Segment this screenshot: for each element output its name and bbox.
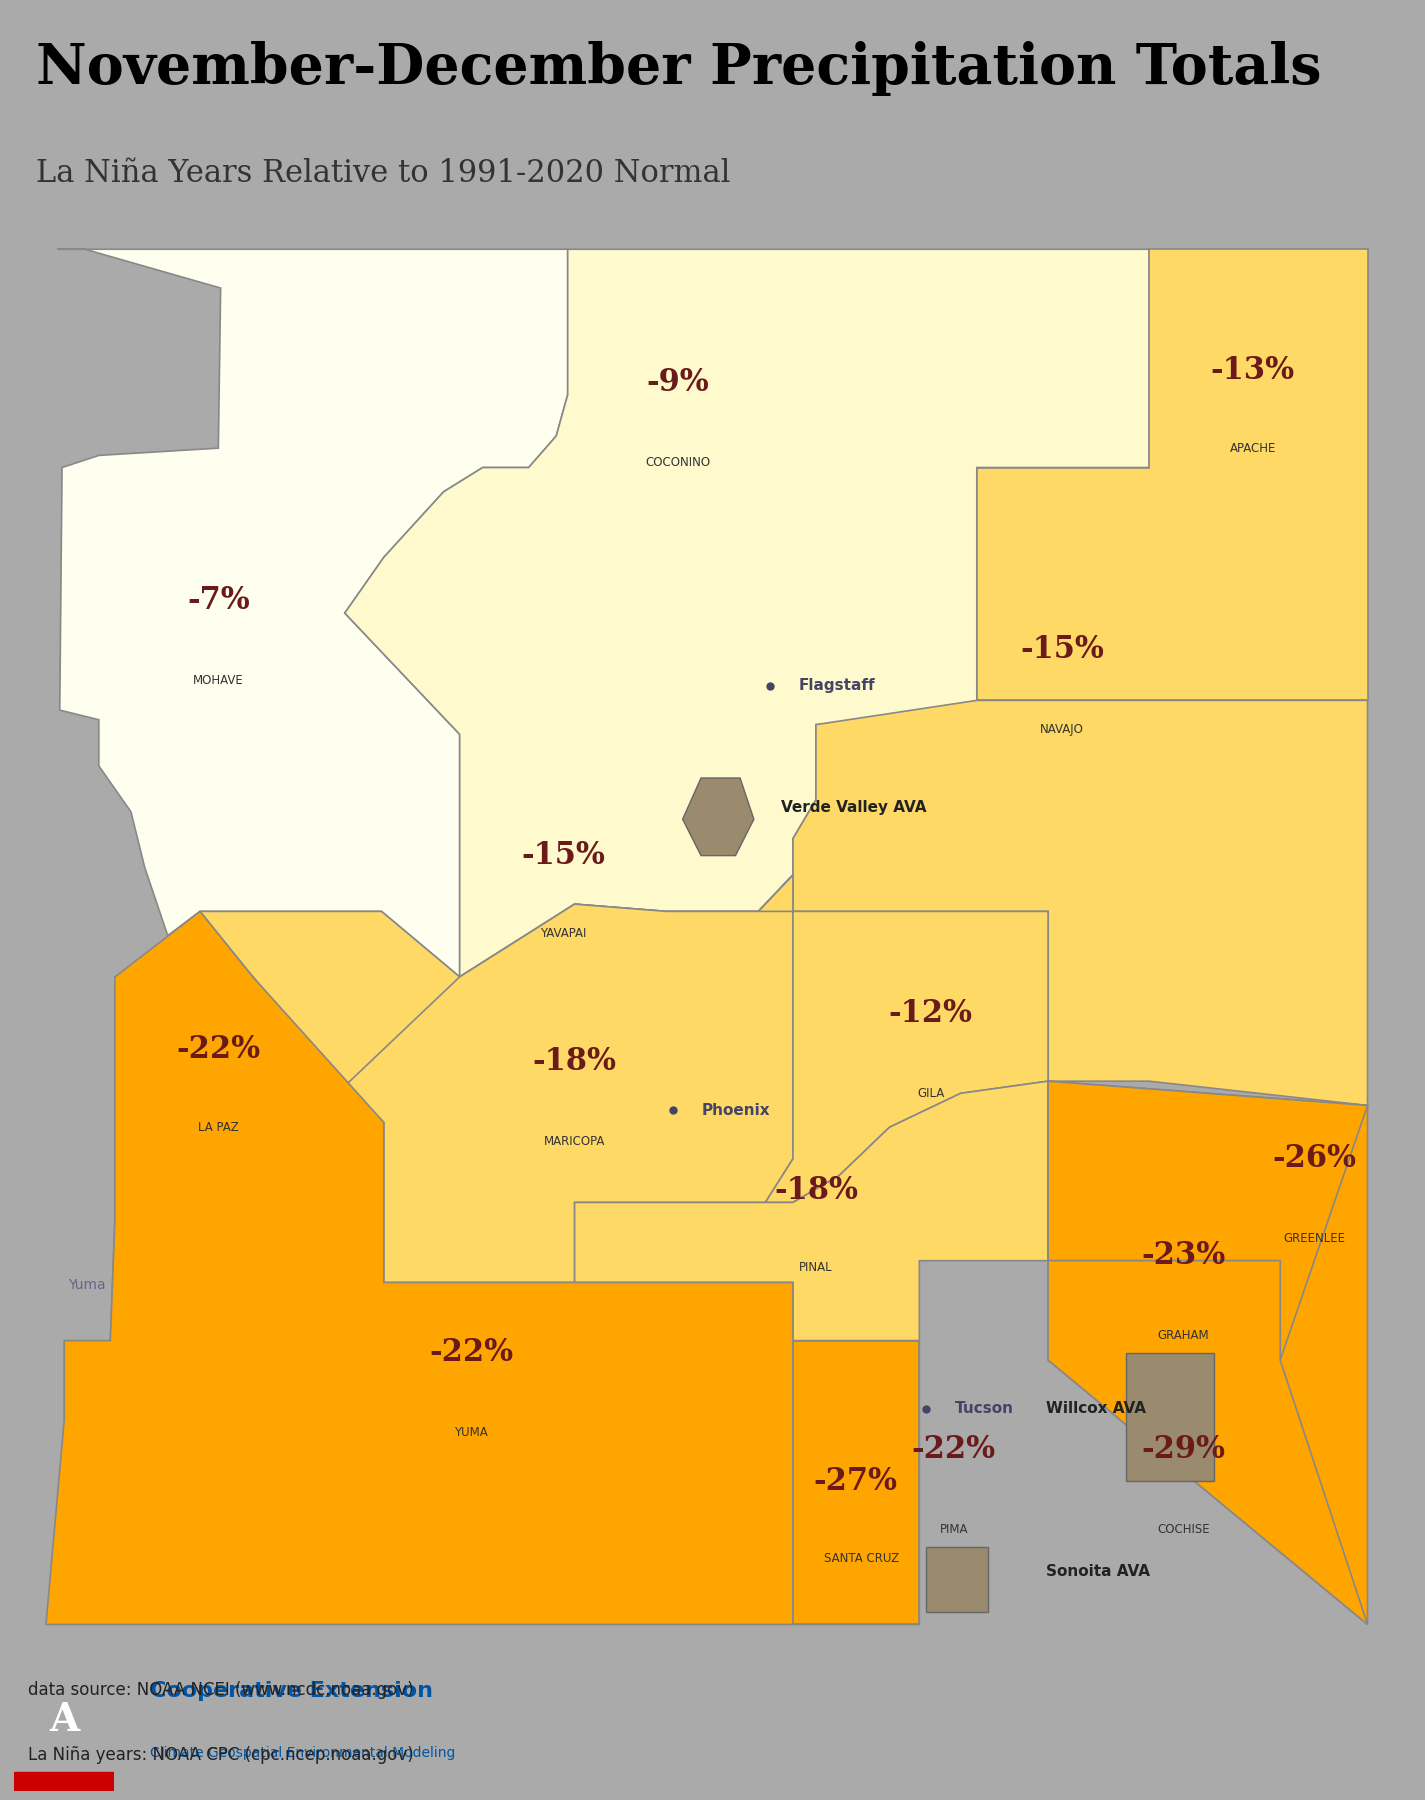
Text: COCHISE: COCHISE <box>1157 1523 1210 1537</box>
Text: -29%: -29% <box>1141 1435 1225 1465</box>
Text: MOHAVE: MOHAVE <box>192 675 244 688</box>
Text: Verde Valley AVA: Verde Valley AVA <box>781 799 926 815</box>
Text: La Niña Years Relative to 1991-2020 Normal: La Niña Years Relative to 1991-2020 Norm… <box>36 158 730 189</box>
Polygon shape <box>758 700 1368 1105</box>
Polygon shape <box>976 248 1368 700</box>
Text: -15%: -15% <box>522 841 606 871</box>
Polygon shape <box>1047 1082 1368 1361</box>
Text: -26%: -26% <box>1273 1143 1357 1174</box>
Text: NAVAJO: NAVAJO <box>1040 724 1084 736</box>
Text: Climate Geospatial Environmental Modeling: Climate Geospatial Environmental Modelin… <box>150 1746 455 1760</box>
Text: data source: NOAA NCEI (www.ncdc.noaa.gov): data source: NOAA NCEI (www.ncdc.noaa.go… <box>28 1681 415 1699</box>
Text: Willcox AVA: Willcox AVA <box>1046 1400 1146 1417</box>
Text: Cooperative Extension: Cooperative Extension <box>150 1681 433 1701</box>
Text: PIMA: PIMA <box>939 1523 968 1537</box>
Text: -15%: -15% <box>1020 634 1104 664</box>
Text: PINAL: PINAL <box>799 1262 832 1274</box>
Text: -18%: -18% <box>774 1175 858 1206</box>
Text: YAVAPAI: YAVAPAI <box>540 927 586 940</box>
Text: A: A <box>48 1701 80 1739</box>
Polygon shape <box>345 248 1149 977</box>
Text: -9%: -9% <box>647 367 710 398</box>
Text: La Niña years: NOAA CPC (cpc.ncep.noaa.gov): La Niña years: NOAA CPC (cpc.ncep.noaa.g… <box>28 1746 415 1764</box>
Text: MARICOPA: MARICOPA <box>544 1136 606 1148</box>
Polygon shape <box>792 1341 919 1624</box>
Text: -18%: -18% <box>533 1046 617 1076</box>
Polygon shape <box>46 911 919 1624</box>
Text: -22%: -22% <box>912 1435 996 1465</box>
Polygon shape <box>1047 1082 1368 1624</box>
Text: -27%: -27% <box>814 1465 896 1498</box>
Text: SANTA CRUZ: SANTA CRUZ <box>824 1552 899 1566</box>
Text: GRAHAM: GRAHAM <box>1159 1330 1210 1343</box>
Text: -22%: -22% <box>429 1337 513 1368</box>
Polygon shape <box>758 875 1047 1202</box>
Text: COCONINO: COCONINO <box>646 455 711 470</box>
Bar <box>14 1771 114 1791</box>
Polygon shape <box>792 1341 919 1624</box>
Text: Sonoita AVA: Sonoita AVA <box>1046 1564 1150 1579</box>
Polygon shape <box>683 778 754 855</box>
Polygon shape <box>57 248 567 977</box>
Polygon shape <box>1126 1354 1214 1481</box>
Text: YUMA: YUMA <box>455 1426 487 1440</box>
Text: GILA: GILA <box>918 1087 945 1100</box>
Text: Tucson: Tucson <box>955 1400 1013 1417</box>
Polygon shape <box>345 875 792 1282</box>
Text: -7%: -7% <box>187 585 249 616</box>
Text: -23%: -23% <box>1141 1240 1225 1271</box>
Text: -13%: -13% <box>1211 355 1295 385</box>
Text: Phoenix: Phoenix <box>703 1103 771 1118</box>
Polygon shape <box>200 875 792 1282</box>
Text: -12%: -12% <box>889 997 973 1030</box>
Text: LA PAZ: LA PAZ <box>198 1121 239 1134</box>
Polygon shape <box>926 1546 989 1613</box>
Polygon shape <box>1047 1082 1368 1624</box>
Text: APACHE: APACHE <box>1230 441 1275 455</box>
Text: November-December Precipitation Totals: November-December Precipitation Totals <box>36 40 1321 95</box>
Text: Yuma: Yuma <box>68 1278 105 1292</box>
Polygon shape <box>574 1082 1047 1341</box>
Text: Flagstaff: Flagstaff <box>798 679 875 693</box>
Text: GREENLEE: GREENLEE <box>1284 1233 1345 1246</box>
Polygon shape <box>64 977 383 1462</box>
Text: -22%: -22% <box>177 1035 261 1066</box>
